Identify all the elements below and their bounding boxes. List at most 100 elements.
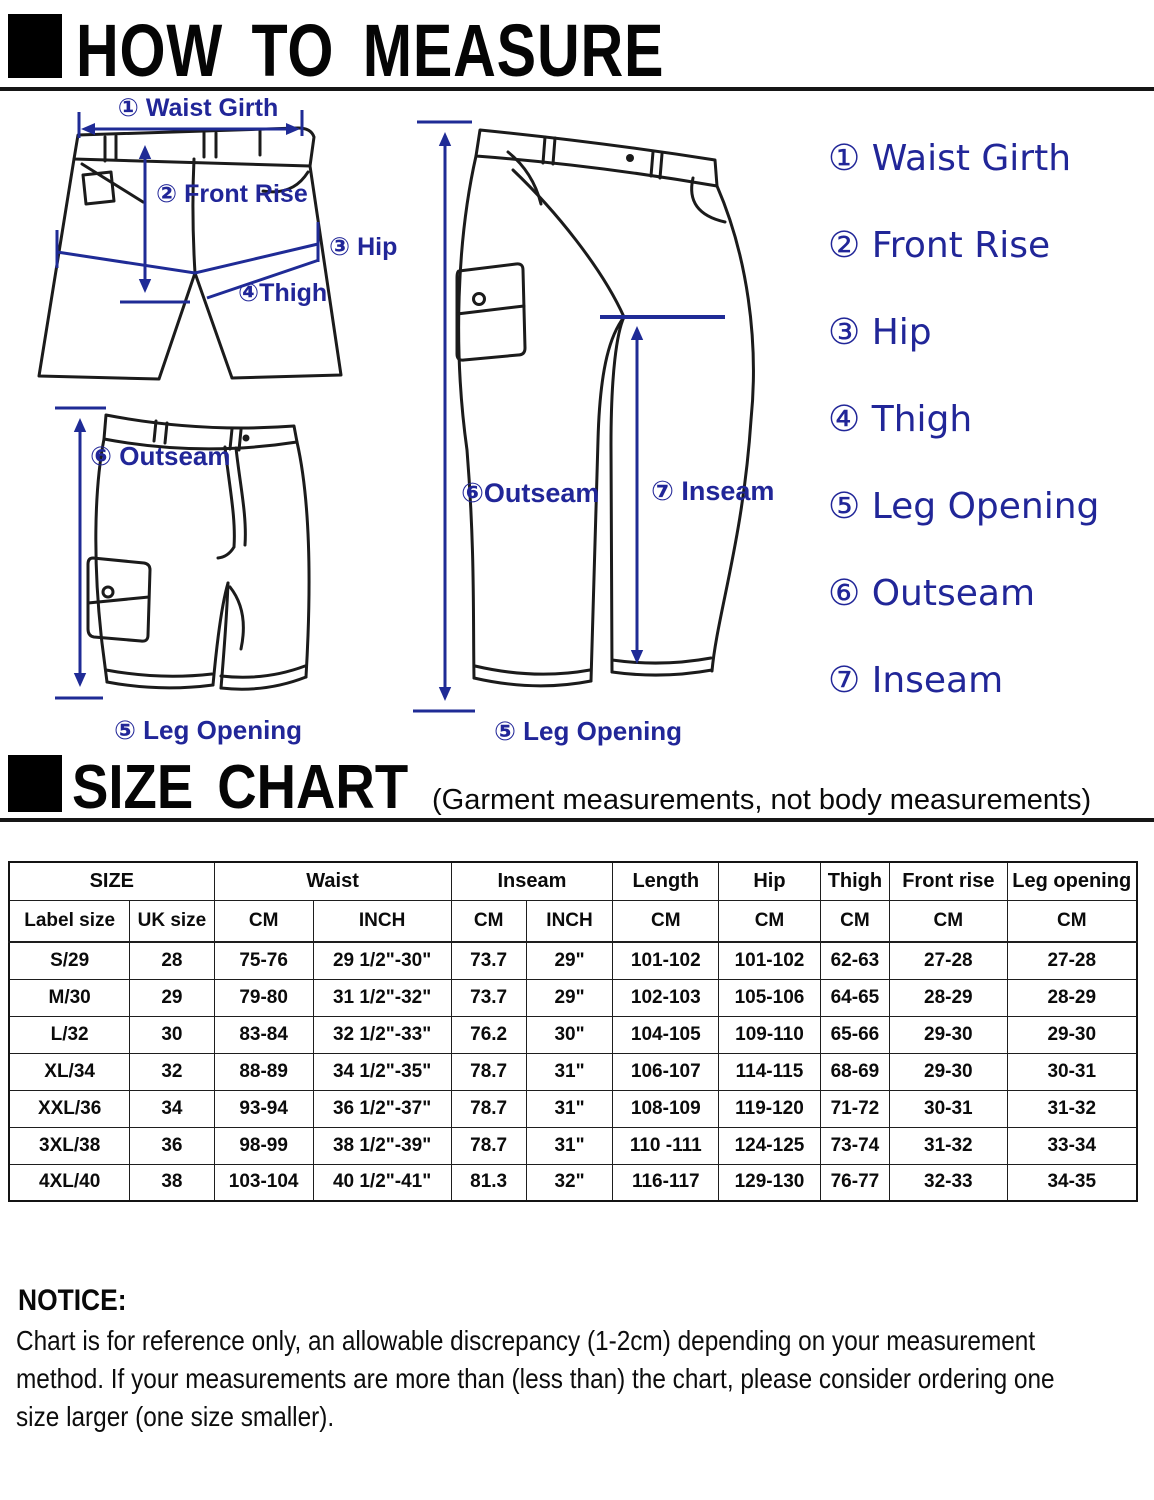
waist-girth-label: ① Waist Girth [118, 94, 279, 122]
measure-arrows [413, 120, 725, 713]
measurement-legend: ① Waist Girth ② Front Rise ③ Hip ④ Thigh… [828, 138, 1099, 747]
notice-title: NOTICE: [18, 1284, 141, 1318]
table-cell: 27-28 [1006, 941, 1138, 980]
table-cell: 33-34 [1006, 1126, 1138, 1165]
size-chart-title-text: SIZE CHART [72, 753, 409, 822]
legend-item-hip: ③ Hip [828, 312, 932, 353]
table-cell: 93-94 [213, 1089, 314, 1128]
table-cell: 114-115 [718, 1052, 821, 1091]
table-row: 3XL/38 36 98-99 38 1/2"-39" 78.7 31" 110 -111 1… [8, 1126, 1138, 1165]
table-cell: 124-125 [718, 1126, 821, 1165]
notice-body: Chart is for reference only, an allowabl… [16, 1322, 1154, 1436]
table-cell: 31" [525, 1126, 614, 1165]
table-cell: 73.7 [450, 978, 527, 1017]
sub-header-cell: CM [819, 899, 891, 943]
hip-label: ③ Hip [329, 233, 397, 261]
sub-header-cell: CM [718, 899, 821, 943]
table-cell: 28-29 [1006, 978, 1138, 1017]
table-cell: 108-109 [612, 1089, 720, 1128]
table-cell: 81.3 [450, 1163, 527, 1202]
table-cell: 119-120 [718, 1089, 821, 1128]
table-cell: 29" [525, 941, 614, 980]
table-cell: 34-35 [1006, 1163, 1138, 1202]
table-cell: 32" [525, 1163, 614, 1202]
measure-arrows [55, 406, 106, 700]
table-cell: 30-31 [889, 1089, 1008, 1128]
table-cell: 29-30 [1006, 1015, 1138, 1054]
legend-item-outseam: ⑥ Outseam [828, 573, 1036, 614]
table-cell: 29 [129, 978, 215, 1017]
thigh-label: ④Thigh [238, 279, 327, 307]
table-cell: 75-76 [213, 941, 314, 980]
outseam-label: ⑥ Outseam [90, 441, 231, 471]
table-row: XL/34 32 88-89 34 1/2"-35" 78.7 31" 106-107 114… [8, 1052, 1138, 1091]
table-cell: 31 1/2"-32" [312, 978, 452, 1017]
table-cell: 30" [525, 1015, 614, 1054]
table-cell: 116-117 [612, 1163, 720, 1202]
legend-item-waist-girth: ① Waist Girth [828, 138, 1072, 179]
leg-opening-label: ⑤ Leg Opening [494, 716, 682, 746]
table-cell: 71-72 [819, 1089, 891, 1128]
group-header-cell: Inseam [450, 861, 614, 901]
group-header-cell: Leg opening [1006, 861, 1138, 901]
table-row: L/32 30 83-84 32 1/2"-33" 76.2 30" 104-105 109-… [8, 1015, 1138, 1054]
table-cell: 31" [525, 1089, 614, 1128]
table-cell: 98-99 [213, 1126, 314, 1165]
table-cell: 109-110 [718, 1015, 821, 1054]
group-header-cell: Waist [213, 861, 452, 901]
table-cell: 29" [525, 978, 614, 1017]
table-cell: 65-66 [819, 1015, 891, 1054]
legend-item-front-rise: ② Front Rise [828, 225, 1051, 266]
table-cell: 34 [129, 1089, 215, 1128]
title-square-decoration [8, 755, 62, 812]
pants-outline [455, 128, 755, 688]
table-cell: 40 1/2"-41" [312, 1163, 452, 1202]
legend-item-inseam: ⑦ Inseam [828, 660, 1004, 701]
table-cell: 30 [129, 1015, 215, 1054]
sub-header-cell: INCH [312, 899, 452, 943]
sub-header-cell: INCH [525, 899, 614, 943]
table-cell: 110 -111 [612, 1126, 720, 1165]
table-cell: 129-130 [718, 1163, 821, 1202]
table-cell: 76-77 [819, 1163, 891, 1202]
notice-line: size larger (one size smaller). [16, 1401, 335, 1432]
table-cell: 32 1/2"-33" [312, 1015, 452, 1054]
table-cell: 79-80 [213, 978, 314, 1017]
table-row: M/30 29 79-80 31 1/2"-32" 73.7 29" 102-103 105-… [8, 978, 1138, 1017]
pants-outline [37, 126, 343, 381]
measure-arrows [55, 110, 320, 304]
table-cell: 83-84 [213, 1015, 314, 1054]
sub-header-cell: CM [889, 899, 1008, 943]
table-cell: 28-29 [889, 978, 1008, 1017]
shorts-side-view-diagram: ⑥ Outseam ⑤ Leg Opening [55, 406, 311, 745]
sub-header-cell: CM [612, 899, 720, 943]
table-cell: M/30 [8, 978, 131, 1017]
sub-header-cell: CM [450, 899, 527, 943]
sub-header-cell: UK size [129, 899, 215, 943]
table-cell: 36 1/2"-37" [312, 1089, 452, 1128]
table-cell: 29 1/2"-30" [312, 941, 452, 980]
size-chart-subtitle: (Garment measurements, not body measurem… [432, 784, 1092, 816]
outseam-label: ⑥Outseam [461, 478, 599, 508]
page-title-text: HOW TO MEASURE [76, 9, 665, 92]
table-cell: 102-103 [612, 978, 720, 1017]
notice-title-text: NOTICE: [18, 1284, 127, 1317]
legend-item-leg-opening: ⑤ Leg Opening [828, 486, 1100, 527]
table-cell: 62-63 [819, 941, 891, 980]
size-chart-title: SIZE CHART [72, 752, 454, 823]
table-cell: 64-65 [819, 978, 891, 1017]
group-header-cell: Thigh [819, 861, 891, 901]
group-header-cell: SIZE [8, 861, 215, 901]
table-cell: 32 [129, 1052, 215, 1091]
table-cell: 38 [129, 1163, 215, 1202]
arrow-heads [81, 123, 300, 293]
sub-header-cell: CM [1006, 899, 1138, 943]
table-cell: XL/34 [8, 1052, 131, 1091]
arrow-heads [438, 132, 644, 701]
table-cell: 29-30 [889, 1015, 1008, 1054]
table-cell: 28 [129, 941, 215, 980]
notice-line: method. If your measurements are more th… [16, 1363, 1055, 1394]
group-header-cell: Length [612, 861, 720, 901]
table-cell: L/32 [8, 1015, 131, 1054]
